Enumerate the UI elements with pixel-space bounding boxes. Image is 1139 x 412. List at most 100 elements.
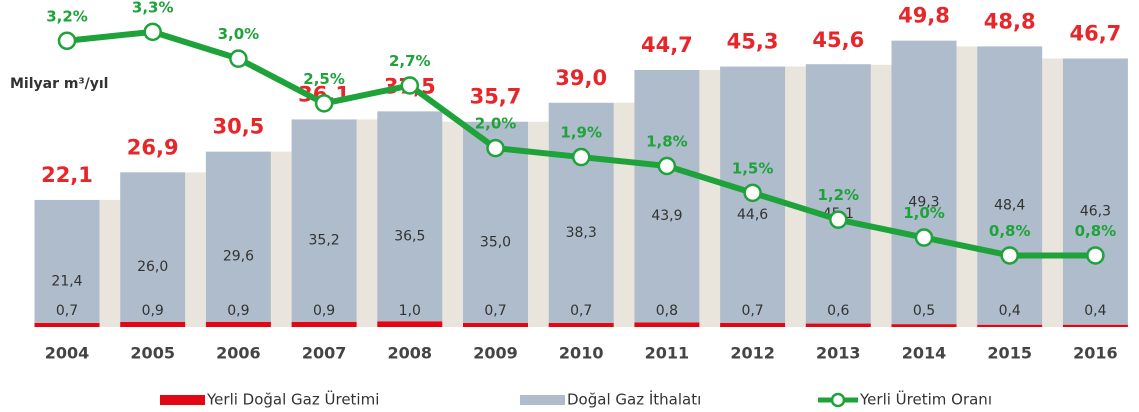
value-label: 0,7 bbox=[570, 303, 592, 319]
ratio-marker bbox=[571, 147, 591, 167]
value-label: 0,4 bbox=[999, 303, 1021, 319]
total-label: 39,0 bbox=[555, 66, 607, 90]
ratio-label: 3,3% bbox=[132, 0, 174, 16]
bar-segment bbox=[120, 172, 186, 322]
legend-swatch bbox=[830, 392, 846, 408]
x-tick-label: 2009 bbox=[473, 344, 518, 363]
bar-segment bbox=[205, 151, 271, 322]
ratio-marker bbox=[57, 31, 77, 51]
total-label: 49,8 bbox=[898, 4, 950, 28]
value-label: 1,0 bbox=[399, 303, 421, 319]
y-axis-label: Milyar m³/yıl bbox=[10, 76, 108, 92]
ratio-marker bbox=[914, 228, 934, 247]
ratio-marker bbox=[229, 49, 248, 68]
total-label: 22,1 bbox=[41, 163, 93, 187]
ratio-label: 1,8% bbox=[646, 133, 688, 151]
gap-background bbox=[699, 69, 721, 327]
value-label: 0,9 bbox=[142, 303, 164, 319]
x-tick-label: 2014 bbox=[902, 344, 947, 363]
ratio-label: 0,8% bbox=[1075, 222, 1117, 240]
ratio-label: 2,7% bbox=[389, 52, 431, 70]
bar-segment bbox=[205, 321, 271, 327]
bar-segment bbox=[720, 322, 786, 327]
legend-label: Yerli Doğal Gaz Üretimi bbox=[206, 390, 379, 409]
value-label: 0,7 bbox=[56, 303, 78, 319]
value-label: 0,7 bbox=[741, 303, 763, 319]
total-label: 45,6 bbox=[812, 28, 864, 52]
value-label: 38,3 bbox=[566, 225, 597, 241]
total-label: 46,7 bbox=[1069, 21, 1121, 45]
value-label: 49,3 bbox=[908, 194, 939, 210]
ratio-marker bbox=[1000, 246, 1019, 265]
ratio-marker bbox=[314, 94, 334, 113]
ratio-label: 1,5% bbox=[732, 159, 774, 177]
bar-segment bbox=[977, 324, 1043, 327]
bar-segment bbox=[805, 64, 871, 324]
x-tick-label: 2007 bbox=[302, 344, 347, 363]
bar-segment bbox=[377, 111, 443, 322]
value-label: 36,5 bbox=[394, 228, 425, 244]
bar-segment bbox=[377, 321, 443, 327]
gap-background bbox=[528, 121, 549, 327]
bar-segment bbox=[634, 69, 700, 323]
gap-background bbox=[99, 199, 121, 327]
bar-segment bbox=[120, 321, 186, 327]
value-label: 0,9 bbox=[313, 303, 335, 319]
bar-segment bbox=[463, 322, 528, 327]
x-tick-label: 2006 bbox=[216, 344, 261, 363]
ratio-marker bbox=[657, 156, 677, 176]
value-label: 0,7 bbox=[484, 303, 506, 319]
value-label: 29,6 bbox=[223, 249, 254, 265]
total-label: 44,7 bbox=[641, 33, 693, 57]
value-label: 0,5 bbox=[913, 303, 935, 319]
value-label: 0,4 bbox=[1084, 303, 1106, 319]
bar-segment bbox=[34, 199, 100, 323]
x-tick-label: 2015 bbox=[987, 344, 1032, 363]
x-tick-label: 2005 bbox=[130, 344, 175, 363]
bar-segment bbox=[891, 324, 957, 327]
bar-segment bbox=[891, 40, 957, 325]
x-tick-label: 2011 bbox=[645, 344, 690, 363]
value-label: 43,9 bbox=[651, 208, 682, 224]
bar-segment bbox=[548, 102, 614, 323]
ratio-marker bbox=[1086, 246, 1105, 265]
x-tick-label: 2013 bbox=[816, 344, 861, 363]
ratio-marker bbox=[743, 183, 762, 203]
bar-segment bbox=[291, 321, 357, 327]
value-label: 35,2 bbox=[309, 233, 340, 249]
ratio-label: 1,2% bbox=[817, 186, 859, 204]
value-label: 35,0 bbox=[480, 234, 511, 250]
total-label: 45,3 bbox=[727, 30, 779, 54]
legend-swatch bbox=[520, 395, 565, 405]
x-tick-label: 2010 bbox=[559, 344, 604, 363]
value-label: 44,6 bbox=[737, 207, 768, 223]
ratio-label: 1,0% bbox=[903, 204, 945, 222]
value-label: 0,8 bbox=[656, 303, 678, 319]
value-label: 0,9 bbox=[227, 303, 249, 319]
bar-segment bbox=[291, 119, 357, 322]
gap-background bbox=[785, 66, 806, 328]
total-label: 30,5 bbox=[212, 115, 264, 139]
bar-segment bbox=[634, 322, 700, 327]
value-label: 26,0 bbox=[137, 259, 168, 275]
gap-background bbox=[1042, 58, 1063, 327]
gap-background bbox=[185, 172, 206, 327]
gap-background bbox=[270, 151, 292, 327]
value-label: 48,4 bbox=[994, 198, 1025, 214]
bar-segment bbox=[548, 322, 614, 327]
ratio-marker bbox=[829, 210, 848, 229]
total-label: 26,9 bbox=[127, 135, 179, 159]
legend-label: Yerli Üretim Oranı bbox=[859, 390, 992, 409]
x-tick-label: 2004 bbox=[45, 344, 90, 363]
gap-background bbox=[613, 102, 635, 327]
ratio-marker bbox=[486, 138, 505, 158]
bar-segment bbox=[805, 323, 871, 327]
value-label: 46,3 bbox=[1080, 204, 1111, 220]
bar-segment bbox=[977, 46, 1043, 325]
bar-segment bbox=[34, 322, 100, 327]
ratio-marker bbox=[143, 22, 162, 42]
gap-background bbox=[442, 121, 463, 327]
value-label: 0,6 bbox=[827, 303, 849, 319]
total-label: 48,8 bbox=[984, 9, 1036, 33]
